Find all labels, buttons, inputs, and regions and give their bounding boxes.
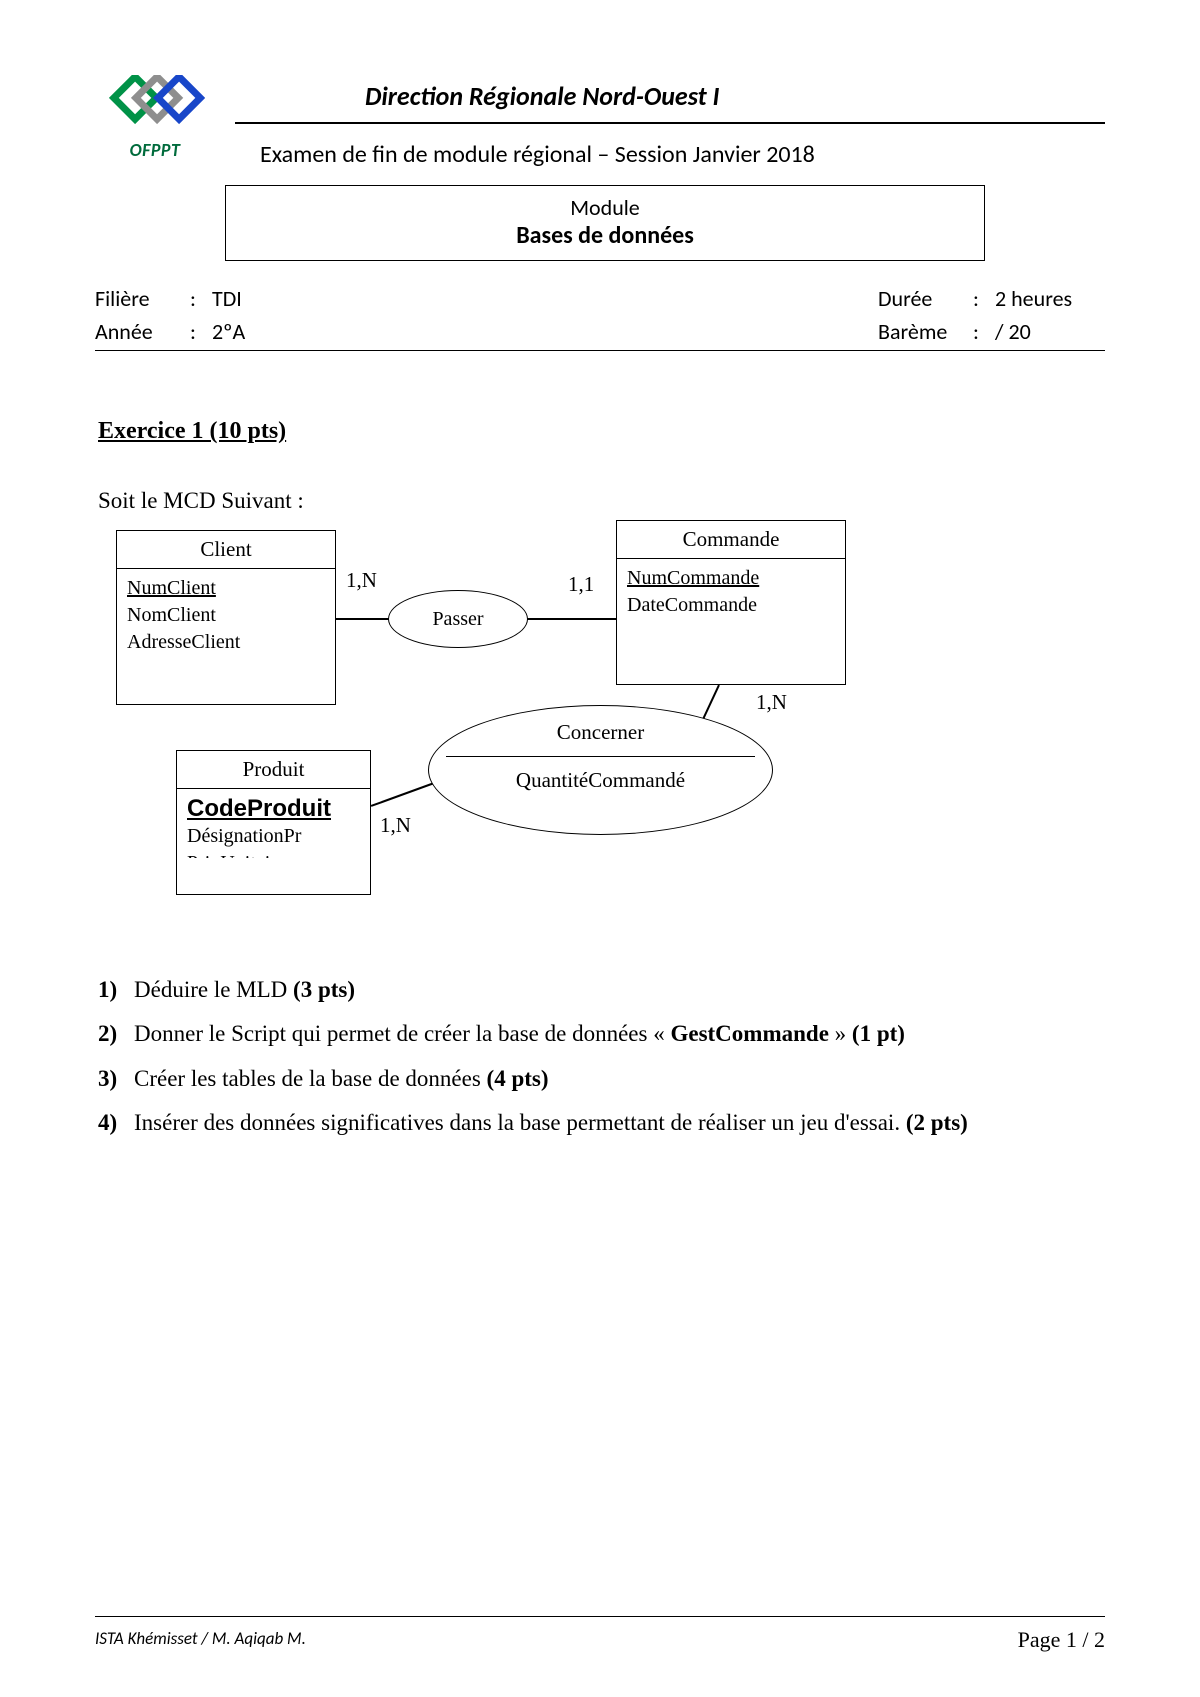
- entity-produit-title: Produit: [177, 751, 370, 789]
- colon: :: [190, 285, 212, 312]
- edge-commande-concerner: [701, 685, 719, 722]
- relation-passer-label: Passer: [432, 608, 483, 631]
- annee-value: 2ºA: [212, 318, 245, 345]
- question-3-num: 3): [98, 1059, 134, 1099]
- question-3: 3) Créer les tables de la base de donnée…: [98, 1059, 968, 1099]
- edge-client-passer: [336, 618, 391, 620]
- entity-client-body: NumClient NomClient AdresseClient: [117, 569, 335, 666]
- question-4-text: Insérer des données significatives dans …: [134, 1103, 968, 1143]
- entity-produit-body: CodeProduit DésignationPr PrixUnitaire: [177, 789, 370, 868]
- question-3-text: Créer les tables de la base de données (…: [134, 1059, 549, 1099]
- entity-commande-body: NumCommande DateCommande: [617, 559, 845, 629]
- entity-commande-attr-0: DateCommande: [627, 592, 835, 619]
- exam-page: OFPPT Direction Régionale Nord-Ouest I E…: [0, 0, 1200, 1697]
- mcd-diagram: Client NumClient NomClient AdresseClient…: [98, 520, 998, 920]
- question-1-num: 1): [98, 970, 134, 1010]
- entity-client-title: Client: [117, 531, 335, 569]
- entity-produit-attr-0: DésignationPr: [187, 823, 360, 850]
- ofppt-logo: OFPPT: [95, 75, 215, 161]
- question-1: 1) Déduire le MLD (3 pts): [98, 970, 968, 1010]
- exercise-title: Exercice 1 (10 pts): [98, 418, 286, 445]
- card-commande-passer: 1,1: [568, 572, 594, 597]
- duree-label: Durée: [878, 285, 973, 312]
- card-client-passer: 1,N: [346, 568, 377, 593]
- question-2-num: 2): [98, 1014, 134, 1054]
- annee-label: Année: [95, 318, 190, 345]
- bareme-value: / 20: [995, 318, 1105, 345]
- module-box: Module Bases de données: [225, 185, 985, 261]
- exam-title: Examen de fin de module régional – Sessi…: [260, 140, 815, 169]
- entity-commande-title: Commande: [617, 521, 845, 559]
- filiere-label: Filière: [95, 285, 190, 312]
- direction-title: Direction Régionale Nord-Ouest I: [365, 80, 719, 112]
- relation-concerner-divider: [446, 756, 755, 757]
- question-4-num: 4): [98, 1103, 134, 1143]
- colon: :: [973, 318, 995, 345]
- entity-commande: Commande NumCommande DateCommande: [616, 520, 846, 685]
- footer-left: ISTA Khémisset / M. Aqiqab M.: [95, 1628, 306, 1649]
- bareme-label: Barème: [878, 318, 973, 345]
- question-4: 4) Insérer des données significatives da…: [98, 1103, 968, 1143]
- filiere-value: TDI: [212, 285, 242, 312]
- entity-produit-key: CodeProduit: [187, 795, 360, 823]
- relation-concerner-attr: QuantitéCommandé: [429, 768, 772, 793]
- footer-divider: [95, 1616, 1105, 1617]
- question-2-text: Donner le Script qui permet de créer la …: [134, 1014, 905, 1054]
- entity-client-attr-1: AdresseClient: [127, 629, 325, 656]
- entity-produit-attr-1: PrixUnitaire: [187, 850, 360, 858]
- meta-divider: [95, 350, 1105, 351]
- ofppt-logo-text: OFPPT: [95, 139, 215, 161]
- entity-produit: Produit CodeProduit DésignationPr PrixUn…: [176, 750, 371, 895]
- entity-client: Client NumClient NomClient AdresseClient: [116, 530, 336, 705]
- questions-list: 1) Déduire le MLD (3 pts) 2) Donner le S…: [98, 970, 968, 1147]
- exercise-intro: Soit le MCD Suivant :: [98, 488, 304, 514]
- relation-passer: Passer: [388, 590, 528, 648]
- entity-client-key: NumClient: [127, 575, 325, 602]
- meta-row-2: Année : 2ºA Barème : / 20: [95, 318, 1105, 345]
- card-produit-concerner: 1,N: [380, 813, 411, 838]
- ofppt-logo-icon: [105, 75, 205, 135]
- colon: :: [190, 318, 212, 345]
- relation-concerner-label: Concerner: [429, 720, 772, 745]
- relation-concerner: Concerner QuantitéCommandé: [428, 705, 773, 835]
- card-commande-concerner: 1,N: [756, 690, 787, 715]
- colon: :: [973, 285, 995, 312]
- edge-passer-commande: [526, 618, 616, 620]
- entity-client-attr-0: NomClient: [127, 602, 325, 629]
- duree-value: 2 heures: [995, 285, 1105, 312]
- module-name: Bases de données: [226, 221, 984, 250]
- meta-row-1: Filière : TDI Durée : 2 heures: [95, 285, 1105, 312]
- question-1-text: Déduire le MLD (3 pts): [134, 970, 355, 1010]
- module-label: Module: [226, 194, 984, 221]
- entity-commande-key: NumCommande: [627, 565, 835, 592]
- question-2: 2) Donner le Script qui permet de créer …: [98, 1014, 968, 1054]
- footer-right: Page 1 / 2: [1018, 1627, 1105, 1653]
- header-divider: [235, 122, 1105, 124]
